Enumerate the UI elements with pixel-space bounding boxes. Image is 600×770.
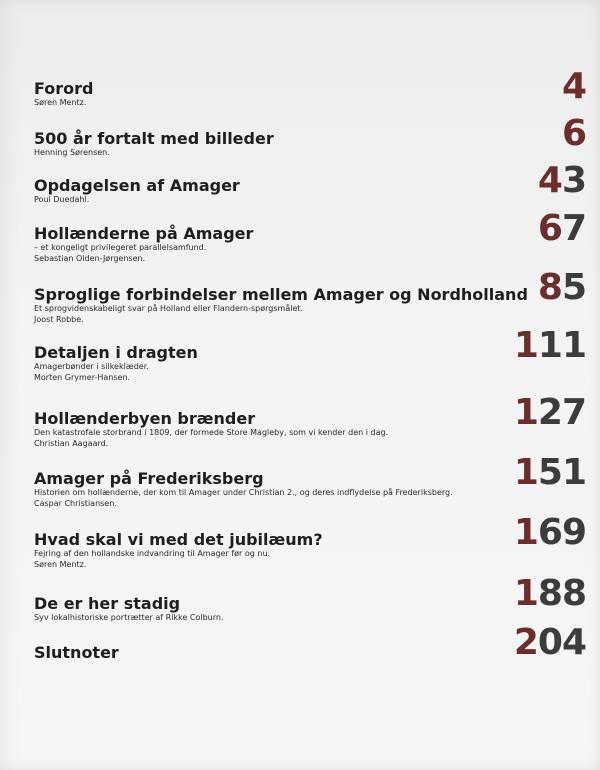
- entry-author: Poul Duedahl.: [34, 195, 90, 204]
- entry-author: Caspar Christiansen.: [34, 498, 117, 508]
- toc-entry-hollaenderbyen: Hollænderbyen brænder Den katastrofale s…: [34, 409, 586, 449]
- entry-title: Hollænderne på Amager: [34, 224, 254, 243]
- page-number-text: 4: [561, 66, 587, 107]
- toc-entry-forord: Forord Søren Mentz.: [34, 79, 586, 109]
- page-number-text: 127: [513, 392, 587, 433]
- entry-title: De er her stadig: [34, 594, 181, 613]
- page-number-text: 85: [537, 267, 587, 308]
- entry-subtitle: Et sprogvidenskabeligt svar på Holland e…: [34, 304, 304, 313]
- page-number: 127: [513, 392, 587, 433]
- entry-author: Henning Sørensen.: [34, 148, 110, 157]
- page-number: 85: [537, 267, 587, 308]
- page-number-text: 204: [513, 622, 587, 663]
- entry-title: Forord: [34, 79, 94, 98]
- page-number: 4: [561, 66, 587, 107]
- toc-entry-opdagelsen: Opdagelsen af Amager Poul Duedahl.: [34, 176, 586, 206]
- page-number: 151: [513, 452, 587, 493]
- page-number-lead: 1: [513, 325, 539, 366]
- toc-entry-jubilaeum: Hvad skal vi med det jubilæum? Fejring a…: [34, 530, 586, 570]
- page-number-text: 169: [513, 512, 587, 553]
- entry-title: 500 år fortalt med billeder: [34, 129, 274, 148]
- entry-subtitle: – et kongeligt privilegeret parallelsamf…: [34, 243, 207, 252]
- entry-title: Slutnoter: [34, 643, 119, 662]
- entry-subtitle: Fejring af den hollandske indvandring ti…: [34, 549, 271, 558]
- page-number: 188: [513, 573, 587, 614]
- page-number-lead: 1: [513, 512, 539, 553]
- page-number-text: 111: [513, 325, 587, 366]
- entry-subtitle: Amagerbønder i silkeklæder.: [34, 362, 149, 371]
- toc-entry-amager-frederiksberg: Amager på Frederiksberg Historien om hol…: [34, 469, 586, 509]
- page-number-text: 43: [537, 160, 587, 201]
- page-number: 204: [513, 622, 587, 663]
- entry-title: Hollænderbyen brænder: [34, 409, 256, 428]
- toc-entry-hollaenderne: Hollænderne på Amager – et kongeligt pri…: [34, 224, 586, 264]
- toc-entry-sproglige: Sproglige forbindelser mellem Amager og …: [34, 285, 586, 325]
- toc-entry-500-ar: 500 år fortalt med billeder Henning Søre…: [34, 129, 586, 159]
- page-number: 67: [537, 208, 587, 249]
- page-number-text: 188: [513, 573, 587, 614]
- page-number-lead: 8: [537, 267, 563, 308]
- page-number-tail: 5: [561, 267, 587, 308]
- page-number-tail: 3: [561, 160, 587, 201]
- toc-entry-detaljen: Detaljen i dragten Amagerbønder i silkek…: [34, 343, 586, 383]
- page-number-tail: 51: [537, 452, 587, 493]
- entry-author: Sebastian Olden-Jørgensen.: [34, 253, 146, 263]
- entry-author: Joost Robbe.: [34, 314, 84, 324]
- page-number-lead: 2: [513, 622, 539, 663]
- page-number: 6: [561, 113, 587, 154]
- page-number-text: 151: [513, 452, 587, 493]
- page-number-tail: 27: [537, 392, 587, 433]
- entry-author: Christian Aagaard.: [34, 438, 109, 448]
- page-number-text: 6: [561, 113, 587, 154]
- page-number: 169: [513, 512, 587, 553]
- entry-title: Sproglige forbindelser mellem Amager og …: [34, 285, 528, 304]
- entry-title: Hvad skal vi med det jubilæum?: [34, 530, 323, 549]
- page-number-text: 67: [537, 208, 587, 249]
- page-number-tail: 11: [537, 325, 587, 366]
- entry-subtitle: Historien om hollænderne, der kom til Am…: [34, 488, 453, 497]
- page-number-tail: 88: [537, 573, 587, 614]
- entry-title: Opdagelsen af Amager: [34, 176, 240, 195]
- entry-title: Detaljen i dragten: [34, 343, 198, 362]
- entry-author: Søren Mentz.: [34, 559, 87, 569]
- entry-title: Amager på Frederiksberg: [34, 469, 264, 488]
- entry-subtitle: Den katastrofale storbrand i 1809, der f…: [34, 428, 389, 437]
- page-number: 43: [537, 160, 587, 201]
- entry-author: Søren Mentz.: [34, 98, 87, 107]
- page-number-lead: 1: [513, 573, 539, 614]
- page-number-tail: 04: [537, 622, 587, 663]
- page-number-tail: 69: [537, 512, 587, 553]
- page-number-lead: 1: [513, 392, 539, 433]
- toc-entry-de-er-her-stadig: De er her stadig Syv lokalhistoriske por…: [34, 594, 586, 624]
- toc-entry-slutnoter: Slutnoter: [34, 643, 586, 662]
- page-number-lead: 6: [537, 208, 563, 249]
- page-number-lead: 4: [537, 160, 563, 201]
- page-number: 111: [513, 325, 587, 366]
- entry-subtitle: Syv lokalhistoriske portrætter af Rikke …: [34, 613, 224, 622]
- page-number-tail: 7: [561, 208, 587, 249]
- entry-author: Morten Grymer-Hansen.: [34, 372, 131, 382]
- page-number-lead: 1: [513, 452, 539, 493]
